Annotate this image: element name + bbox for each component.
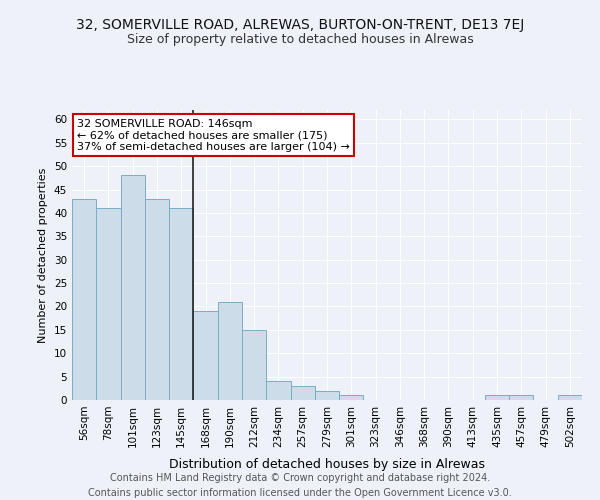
Bar xyxy=(339,396,364,400)
Bar xyxy=(218,302,242,400)
Bar xyxy=(315,390,339,400)
Text: Contains HM Land Registry data © Crown copyright and database right 2024.
Contai: Contains HM Land Registry data © Crown c… xyxy=(88,472,512,498)
Bar xyxy=(72,199,96,400)
Y-axis label: Number of detached properties: Number of detached properties xyxy=(38,168,49,342)
Bar xyxy=(169,208,193,400)
Bar xyxy=(145,199,169,400)
Bar xyxy=(193,311,218,400)
Bar xyxy=(96,208,121,400)
X-axis label: Distribution of detached houses by size in Alrewas: Distribution of detached houses by size … xyxy=(169,458,485,471)
Bar xyxy=(121,176,145,400)
Text: 32, SOMERVILLE ROAD, ALREWAS, BURTON-ON-TRENT, DE13 7EJ: 32, SOMERVILLE ROAD, ALREWAS, BURTON-ON-… xyxy=(76,18,524,32)
Text: 32 SOMERVILLE ROAD: 146sqm
← 62% of detached houses are smaller (175)
37% of sem: 32 SOMERVILLE ROAD: 146sqm ← 62% of deta… xyxy=(77,118,350,152)
Bar xyxy=(266,382,290,400)
Bar xyxy=(509,396,533,400)
Bar xyxy=(290,386,315,400)
Bar xyxy=(485,396,509,400)
Bar xyxy=(242,330,266,400)
Bar xyxy=(558,396,582,400)
Text: Size of property relative to detached houses in Alrewas: Size of property relative to detached ho… xyxy=(127,32,473,46)
